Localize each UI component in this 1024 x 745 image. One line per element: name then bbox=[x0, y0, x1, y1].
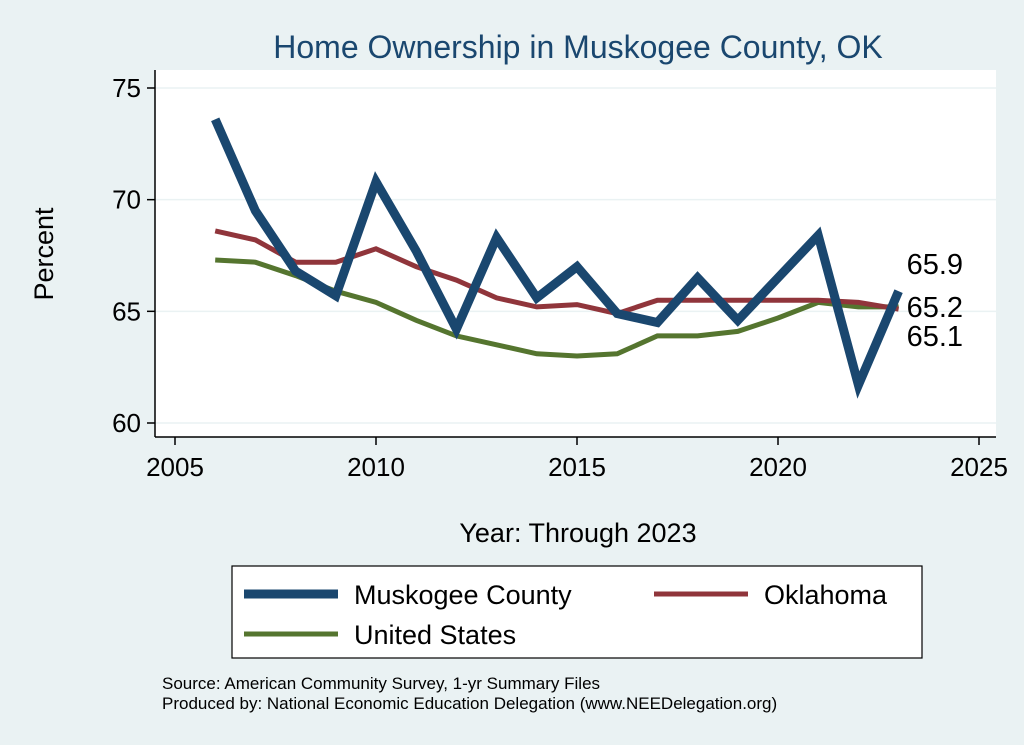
y-tick-label-65: 65 bbox=[112, 296, 141, 326]
end-labels: 65.9 65.165.2 bbox=[907, 249, 963, 353]
legend-label-united-states: United States bbox=[354, 620, 516, 650]
end-label-oklahoma: 65.1 bbox=[907, 321, 963, 353]
legend-label-oklahoma: Oklahoma bbox=[764, 580, 888, 610]
x-tick-label-2010: 2010 bbox=[347, 452, 405, 482]
y-tick-label-75: 75 bbox=[112, 73, 141, 103]
y-tick-label-60: 60 bbox=[112, 408, 141, 438]
grid-lines bbox=[155, 87, 996, 424]
y-tick-label-70: 70 bbox=[112, 185, 141, 215]
legend-label-muskogee-county: Muskogee County bbox=[354, 580, 572, 610]
legend-box bbox=[231, 565, 923, 659]
series-lines bbox=[211, 117, 903, 399]
end-label-muskogee-county: 65.9 bbox=[907, 249, 963, 281]
series-line-oklahoma bbox=[214, 228, 900, 317]
producer-note: Produced by: National Economic Education… bbox=[162, 694, 777, 713]
source-note: Source: American Community Survey, 1-yr … bbox=[162, 674, 600, 693]
x-axis-label: Year: Through 2023 bbox=[459, 518, 696, 548]
x-tick-label-2015: 2015 bbox=[548, 452, 606, 482]
end-label-united-states: 65.2 bbox=[907, 292, 963, 324]
x-tick-label-2005: 2005 bbox=[146, 452, 204, 482]
series-line-muskogee-county bbox=[211, 117, 903, 399]
x-tick-label-2025: 2025 bbox=[950, 452, 1008, 482]
x-tick-label-2020: 2020 bbox=[749, 452, 807, 482]
legend: Muskogee County Oklahoma United States bbox=[231, 565, 923, 659]
chart-title: Home Ownership in Muskogee County, OK bbox=[273, 29, 882, 65]
y-axis-label: Percent bbox=[29, 207, 59, 301]
axis-ticks: 60 65 70 75 2005 2010 2015 2020 2025 bbox=[112, 73, 1008, 482]
